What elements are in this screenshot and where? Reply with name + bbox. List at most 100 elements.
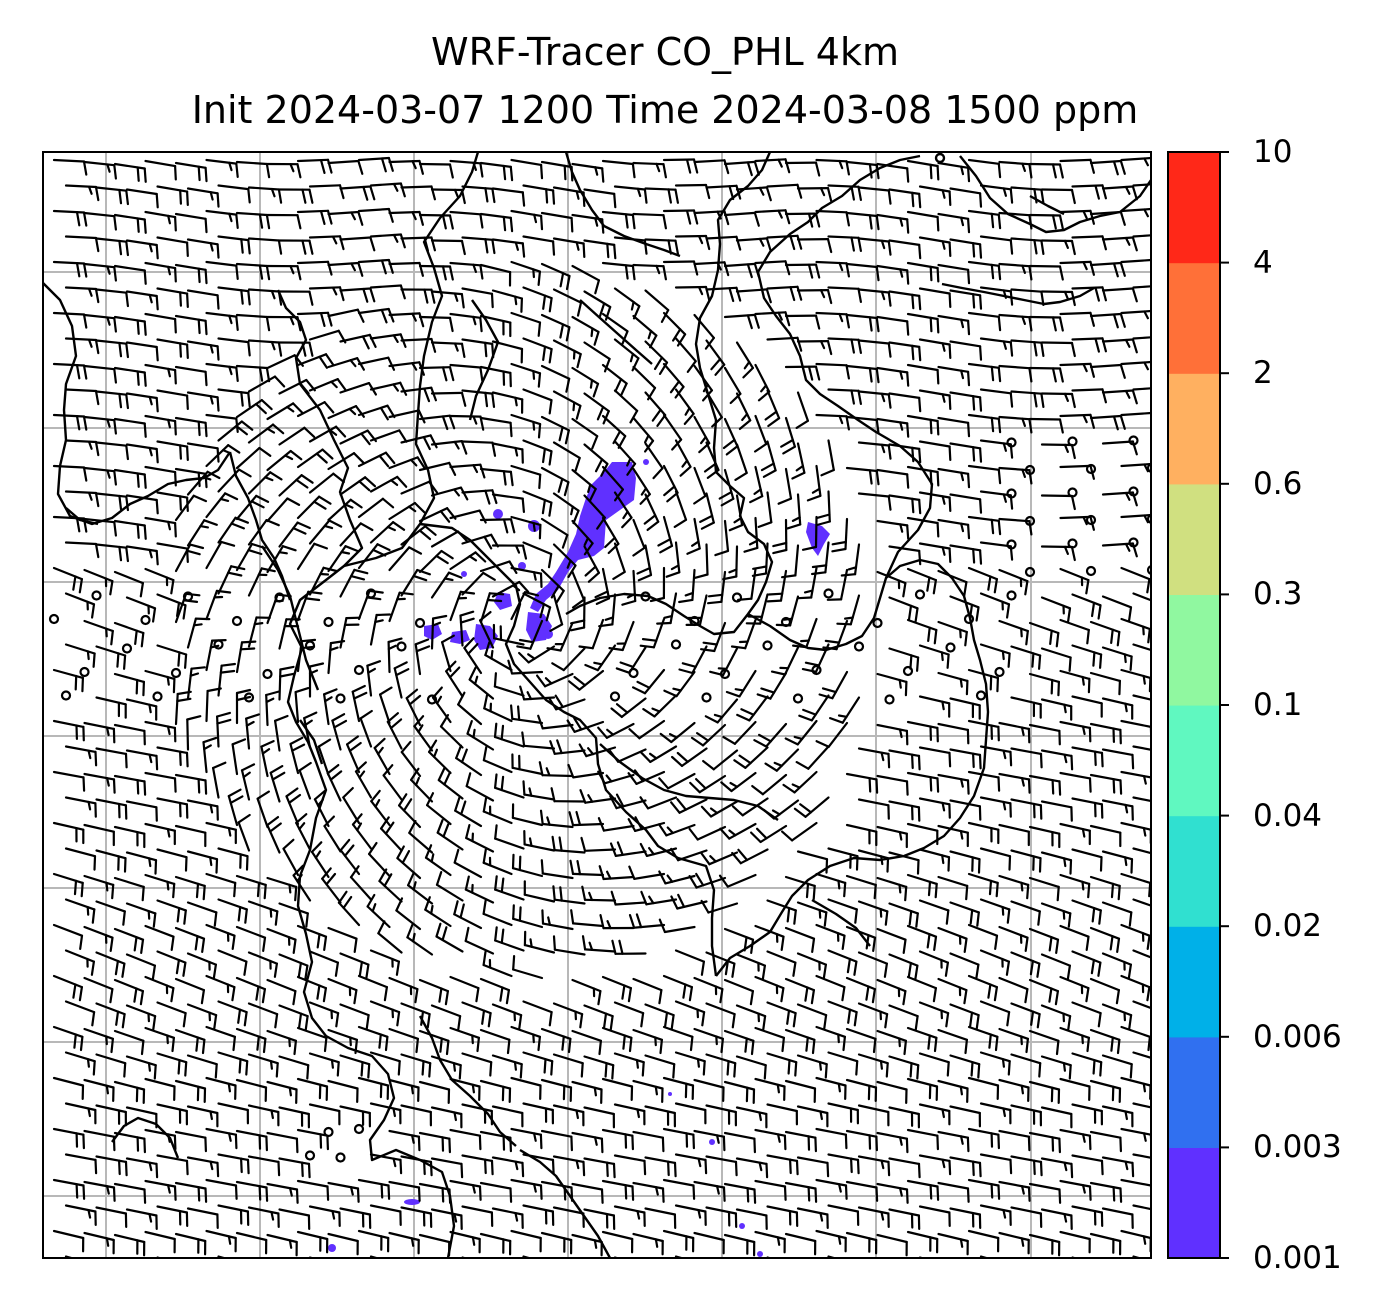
wind-barb (609, 793, 647, 810)
wind-barb (815, 1178, 848, 1200)
wind-barb (349, 865, 373, 901)
wind-barb (174, 494, 208, 522)
wind-barb (571, 162, 605, 183)
wind-barb (815, 721, 849, 748)
wind-barb (998, 619, 1029, 646)
wind-barb (64, 490, 100, 508)
wind-barb (296, 1026, 328, 1053)
wind-barb (610, 890, 647, 906)
wind-barb (753, 414, 768, 453)
wind-barb (491, 442, 524, 464)
wind-barb (144, 771, 177, 793)
wind-barb (144, 159, 177, 181)
wind-barb (906, 771, 940, 793)
wind-barb (937, 518, 971, 540)
wind-barb (857, 339, 892, 358)
wind-barb (186, 519, 218, 547)
calm-wind-marker (213, 639, 224, 650)
wind-barb (704, 698, 739, 724)
wind-barb (967, 1127, 1001, 1150)
wind-barb (205, 1076, 237, 1101)
wind-barb (64, 337, 100, 355)
wind-barb (876, 774, 909, 796)
wind-barb (796, 1003, 828, 1030)
wind-barb (979, 388, 1014, 408)
wind-barb (339, 1207, 372, 1230)
wind-barb (64, 1204, 97, 1227)
wind-barb (83, 211, 118, 231)
wind-barb (95, 390, 130, 410)
wind-barb (400, 568, 431, 597)
wind-barb (156, 236, 189, 257)
wind-barb (461, 1103, 493, 1126)
wind-barb (906, 618, 938, 645)
wind-barb (705, 951, 736, 978)
wind-barb (339, 1105, 371, 1128)
wind-barb (649, 566, 666, 603)
wind-barb (540, 415, 571, 445)
wind-barb (540, 1129, 574, 1152)
wind-barb (1071, 1001, 1102, 1028)
wind-barb (827, 898, 858, 924)
wind-barb (95, 900, 126, 926)
wind-barb (906, 1077, 939, 1102)
wind-barb (766, 336, 803, 352)
wind-barb (753, 722, 788, 748)
wind-barb (754, 1230, 786, 1254)
wind-barb (632, 416, 655, 453)
wind-barb (388, 1129, 421, 1152)
wind-barb (979, 286, 1014, 306)
wind-barb (762, 799, 800, 820)
calm-wind-marker (701, 692, 712, 703)
wind-barb (323, 688, 338, 726)
wind-barb (674, 1255, 686, 1258)
wind-barb (354, 761, 373, 799)
wind-barb (1059, 1077, 1091, 1102)
wind-barb (540, 364, 571, 393)
wind-barb (205, 923, 236, 951)
wind-barb (510, 1229, 542, 1253)
wind-barb (479, 610, 495, 649)
wind-barb (1059, 873, 1091, 899)
wind-barb (296, 401, 335, 418)
wind-barb (357, 1076, 390, 1101)
wind-barb (400, 1104, 432, 1127)
calm-wind-marker (640, 591, 651, 602)
wind-barb (64, 1153, 98, 1175)
wind-barb (552, 1053, 584, 1078)
wind-barb (949, 748, 982, 770)
wind-barb (455, 744, 483, 777)
wind-barb (144, 975, 175, 1003)
wind-barb (754, 1077, 786, 1102)
wind-barb (95, 798, 128, 820)
wind-barb (845, 1078, 878, 1103)
wind-barb (1040, 443, 1076, 460)
wind-barb (906, 1179, 940, 1201)
wind-barb (388, 1078, 420, 1103)
wind-barb (613, 1205, 646, 1228)
wind-barb (1132, 183, 1151, 187)
wind-barb (278, 1055, 310, 1080)
wind-barb (113, 468, 147, 489)
wind-barb (628, 719, 666, 740)
wind-barb (632, 518, 646, 557)
coastline (519, 1148, 612, 1258)
wind-barb (723, 978, 755, 1006)
calm-wind-marker (1146, 565, 1151, 575)
wind-barb (674, 1204, 707, 1227)
wind-barb (857, 747, 891, 769)
wind-barb (156, 848, 188, 872)
wind-barb (998, 211, 1033, 230)
wind-barb (552, 492, 580, 525)
wind-barb (613, 1256, 621, 1258)
wind-barb (292, 864, 312, 902)
wind-barb (217, 1102, 249, 1125)
wind-barb (998, 160, 1033, 179)
wind-barb (491, 187, 526, 207)
calm-wind-marker (60, 690, 72, 701)
wind-barb (436, 819, 464, 851)
wind-barb (979, 643, 1011, 668)
wind-barb (308, 472, 345, 494)
wind-barb (491, 1054, 523, 1079)
wind-barb (296, 448, 334, 469)
